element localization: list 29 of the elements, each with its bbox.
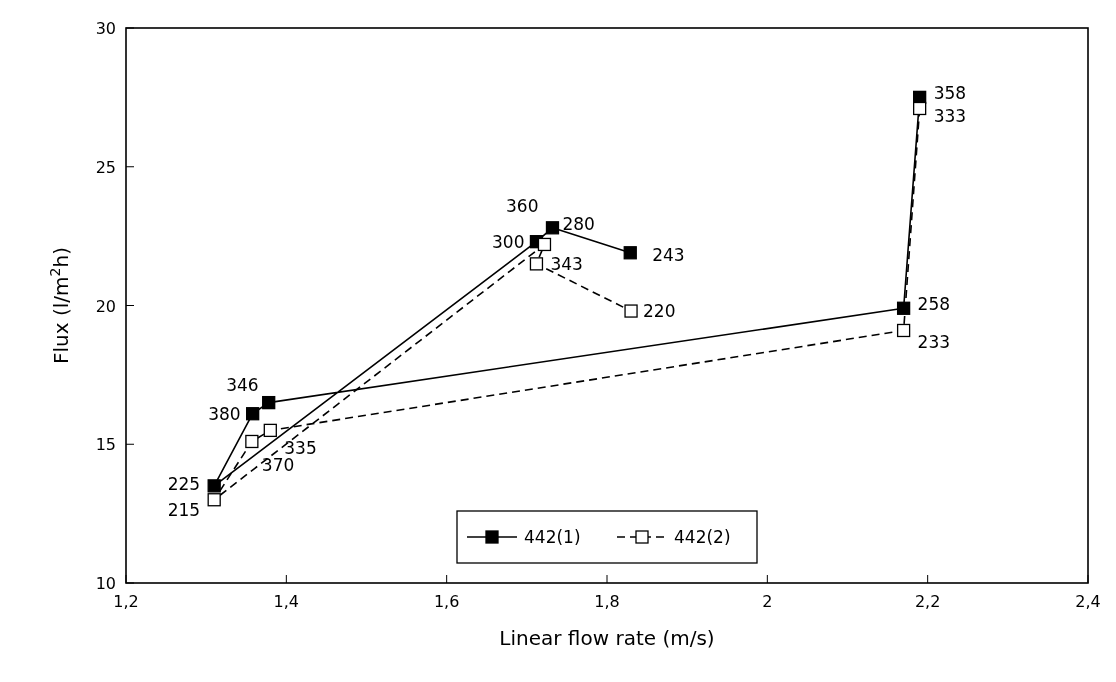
x-tick-label: 1,6 xyxy=(433,592,460,611)
legend-label: 442(1) xyxy=(524,527,581,547)
annotation: 300 xyxy=(492,231,525,252)
annotation: 358 xyxy=(933,83,967,104)
annotation: 220 xyxy=(643,301,676,322)
y-tick-label: 20 xyxy=(95,296,116,316)
x-tick-label: 1,2 xyxy=(113,592,139,611)
annotation: 233 xyxy=(917,332,951,353)
annotation: 360 xyxy=(506,195,539,216)
x-axis-title: Linear flow rate (m/s) xyxy=(499,626,715,650)
annotation: 333 xyxy=(933,106,967,127)
legend-label: 442(2) xyxy=(674,527,731,547)
x-tick-label: 2,2 xyxy=(914,592,941,611)
annotation: 243 xyxy=(652,244,685,265)
annotation: 225 xyxy=(167,473,201,494)
y-tick-label: 30 xyxy=(95,19,116,38)
annotation: 258 xyxy=(917,294,951,315)
annotation: 343 xyxy=(550,253,583,274)
x-tick-label: 2 xyxy=(762,592,773,611)
x-tick-label: 1,8 xyxy=(594,592,620,611)
y-tick-label: 10 xyxy=(95,574,116,593)
annotation: 215 xyxy=(167,499,201,520)
annotation: 346 xyxy=(226,374,259,395)
annotation: 380 xyxy=(208,403,241,424)
annotation: 280 xyxy=(562,214,595,235)
y-tick-label: 15 xyxy=(95,435,116,455)
y-tick-label: 25 xyxy=(95,157,116,177)
x-tick-label: 2,4 xyxy=(1075,592,1101,611)
x-tick-label: 1,4 xyxy=(273,592,300,611)
